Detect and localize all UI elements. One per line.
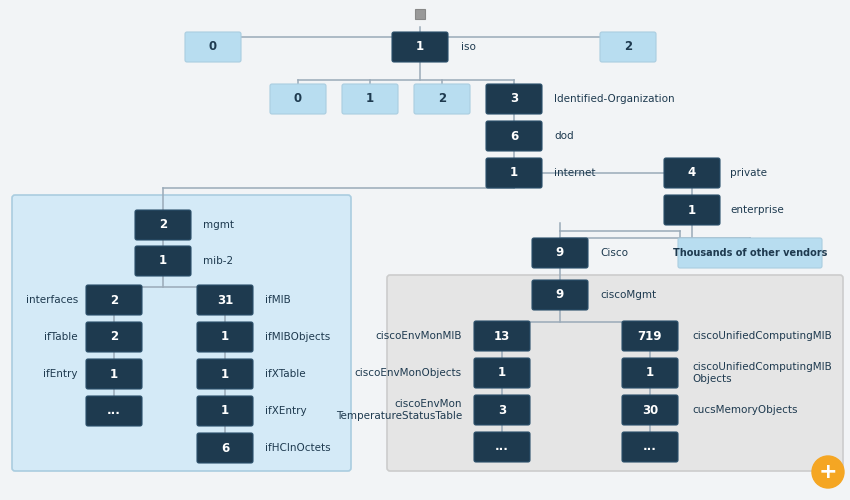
Text: 719: 719	[638, 330, 662, 342]
Text: dod: dod	[554, 131, 574, 141]
FancyBboxPatch shape	[474, 432, 530, 462]
Text: 1: 1	[498, 366, 506, 380]
Text: ciscoEnvMonMIB: ciscoEnvMonMIB	[376, 331, 462, 341]
Text: 30: 30	[642, 404, 658, 416]
Text: 6: 6	[221, 442, 230, 454]
Text: 1: 1	[221, 404, 229, 417]
Text: 4: 4	[688, 166, 696, 179]
Text: 1: 1	[221, 330, 229, 344]
FancyBboxPatch shape	[387, 275, 843, 471]
Text: cucsMemoryObjects: cucsMemoryObjects	[692, 405, 797, 415]
FancyBboxPatch shape	[414, 84, 470, 114]
FancyBboxPatch shape	[12, 195, 351, 471]
FancyBboxPatch shape	[622, 321, 678, 351]
FancyBboxPatch shape	[135, 246, 191, 276]
Text: ciscoMgmt: ciscoMgmt	[600, 290, 656, 300]
Text: ifXTable: ifXTable	[265, 369, 306, 379]
FancyBboxPatch shape	[342, 84, 398, 114]
Text: Thousands of other vendors: Thousands of other vendors	[673, 248, 827, 258]
Text: Cisco: Cisco	[600, 248, 628, 258]
Text: ciscoEnvMonObjects: ciscoEnvMonObjects	[354, 368, 462, 378]
FancyBboxPatch shape	[86, 285, 142, 315]
FancyBboxPatch shape	[474, 358, 530, 388]
FancyBboxPatch shape	[197, 433, 253, 463]
Text: 3: 3	[510, 92, 518, 106]
Text: 1: 1	[110, 368, 118, 380]
FancyBboxPatch shape	[600, 32, 656, 62]
FancyBboxPatch shape	[486, 84, 542, 114]
Text: 1: 1	[416, 40, 424, 54]
FancyBboxPatch shape	[197, 396, 253, 426]
Text: interfaces: interfaces	[26, 295, 78, 305]
Text: ifXEntry: ifXEntry	[265, 406, 307, 416]
FancyBboxPatch shape	[270, 84, 326, 114]
Text: 2: 2	[438, 92, 446, 106]
Text: ciscoEnvMon
TemperatureStatusTable: ciscoEnvMon TemperatureStatusTable	[336, 399, 462, 421]
FancyBboxPatch shape	[86, 396, 142, 426]
Text: 1: 1	[688, 204, 696, 216]
Text: ...: ...	[643, 440, 657, 454]
Text: 2: 2	[110, 294, 118, 306]
Text: ciscoUnifiedComputingMIB: ciscoUnifiedComputingMIB	[692, 331, 832, 341]
FancyBboxPatch shape	[664, 195, 720, 225]
Text: internet: internet	[554, 168, 596, 178]
Text: mgmt: mgmt	[203, 220, 234, 230]
Text: 3: 3	[498, 404, 506, 416]
Text: 2: 2	[159, 218, 167, 232]
FancyBboxPatch shape	[185, 32, 241, 62]
Circle shape	[812, 456, 844, 488]
Text: ifHCInOctets: ifHCInOctets	[265, 443, 331, 453]
Text: 9: 9	[556, 288, 564, 302]
Text: 0: 0	[209, 40, 217, 54]
FancyBboxPatch shape	[474, 395, 530, 425]
Text: 2: 2	[110, 330, 118, 344]
Text: 1: 1	[646, 366, 654, 380]
FancyBboxPatch shape	[486, 158, 542, 188]
FancyBboxPatch shape	[664, 158, 720, 188]
Text: Identified-Organization: Identified-Organization	[554, 94, 675, 104]
Text: ...: ...	[495, 440, 509, 454]
Text: ciscoUnifiedComputingMIB
Objects: ciscoUnifiedComputingMIB Objects	[692, 362, 832, 384]
FancyBboxPatch shape	[197, 359, 253, 389]
Text: ifMIBObjects: ifMIBObjects	[265, 332, 331, 342]
FancyBboxPatch shape	[622, 358, 678, 388]
Text: enterprise: enterprise	[730, 205, 784, 215]
Text: private: private	[730, 168, 767, 178]
Text: ifTable: ifTable	[44, 332, 78, 342]
Text: 1: 1	[221, 368, 229, 380]
FancyBboxPatch shape	[622, 432, 678, 462]
Bar	[415, 9, 425, 19]
Text: 13: 13	[494, 330, 510, 342]
Text: 1: 1	[366, 92, 374, 106]
Text: ifMIB: ifMIB	[265, 295, 291, 305]
Text: mib-2: mib-2	[203, 256, 233, 266]
FancyBboxPatch shape	[532, 280, 588, 310]
Text: 6: 6	[510, 130, 518, 142]
Text: 9: 9	[556, 246, 564, 260]
Text: ifEntry: ifEntry	[43, 369, 78, 379]
FancyBboxPatch shape	[622, 395, 678, 425]
FancyBboxPatch shape	[486, 121, 542, 151]
FancyBboxPatch shape	[197, 285, 253, 315]
FancyBboxPatch shape	[678, 238, 822, 268]
Text: +: +	[819, 462, 837, 482]
Text: 1: 1	[510, 166, 518, 179]
FancyBboxPatch shape	[197, 322, 253, 352]
FancyBboxPatch shape	[86, 322, 142, 352]
FancyBboxPatch shape	[532, 238, 588, 268]
Text: 0: 0	[294, 92, 302, 106]
FancyBboxPatch shape	[392, 32, 448, 62]
Text: 31: 31	[217, 294, 233, 306]
FancyBboxPatch shape	[135, 210, 191, 240]
Text: ...: ...	[107, 404, 121, 417]
Text: 1: 1	[159, 254, 167, 268]
FancyBboxPatch shape	[474, 321, 530, 351]
Text: 2: 2	[624, 40, 632, 54]
FancyBboxPatch shape	[86, 359, 142, 389]
Text: iso: iso	[461, 42, 476, 52]
